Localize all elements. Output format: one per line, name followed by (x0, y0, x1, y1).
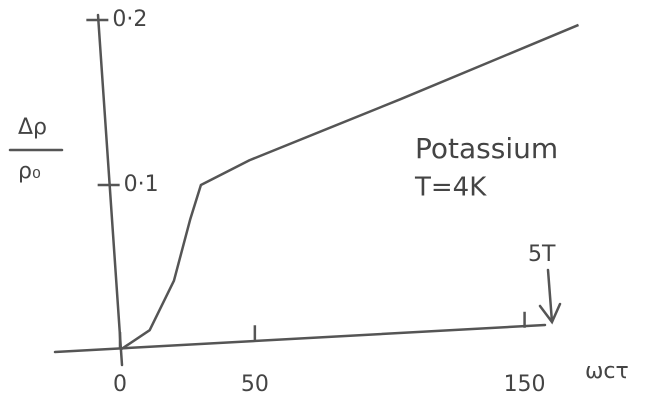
x-label: ωcτ (585, 359, 629, 384)
x-tick-label: 50 (241, 372, 269, 397)
chart: Δρ ρ₀ ωcτ Potassium T=4K 5T 0 50 150 0·1 0·2 (0, 0, 662, 410)
y-tick-label: 0·2 (112, 7, 147, 32)
annotation: Potassium (415, 132, 558, 165)
x-axis (55, 325, 545, 352)
y-label-numerator: Δρ (18, 115, 47, 140)
arrow (540, 270, 560, 322)
annotation: 5T (528, 242, 556, 267)
y-tick-label: 0·1 (124, 172, 159, 197)
data-line (120, 25, 579, 350)
annotation: T=4K (414, 173, 487, 203)
y-label-denominator: ρ₀ (18, 159, 41, 184)
y-axis (98, 15, 122, 365)
x-tick-label: 150 (504, 372, 546, 397)
x-tick-label: 0 (113, 372, 127, 397)
